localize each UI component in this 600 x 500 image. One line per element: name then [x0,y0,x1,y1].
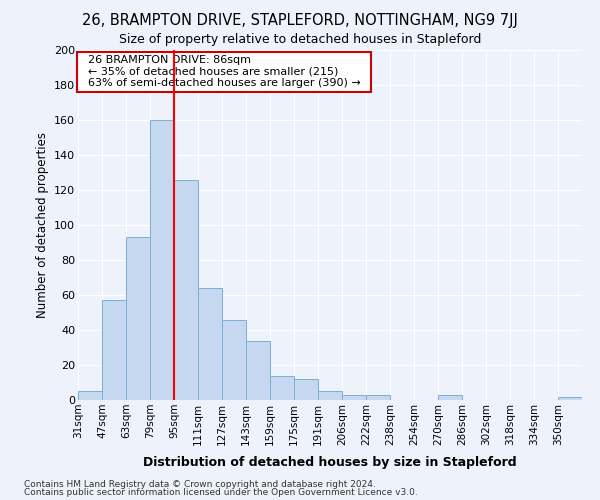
Bar [558,396,582,400]
Bar [78,391,102,400]
Bar [174,180,198,400]
Text: Contains HM Land Registry data © Crown copyright and database right 2024.: Contains HM Land Registry data © Crown c… [24,480,376,489]
Text: 26, BRAMPTON DRIVE, STAPLEFORD, NOTTINGHAM, NG9 7JJ: 26, BRAMPTON DRIVE, STAPLEFORD, NOTTINGH… [82,12,518,28]
Text: 26 BRAMPTON DRIVE: 86sqm  
  ← 35% of detached houses are smaller (215)  
  63% : 26 BRAMPTON DRIVE: 86sqm ← 35% of detach… [80,55,367,88]
Bar [246,340,270,400]
Bar [222,320,246,400]
Bar [270,376,294,400]
Text: Contains public sector information licensed under the Open Government Licence v3: Contains public sector information licen… [24,488,418,497]
Bar [150,120,174,400]
Y-axis label: Number of detached properties: Number of detached properties [35,132,49,318]
X-axis label: Distribution of detached houses by size in Stapleford: Distribution of detached houses by size … [143,456,517,469]
Bar [198,288,222,400]
Bar [294,379,318,400]
Bar [366,395,390,400]
Bar [438,395,462,400]
Bar [318,391,342,400]
Bar [342,395,366,400]
Bar [102,300,126,400]
Text: Size of property relative to detached houses in Stapleford: Size of property relative to detached ho… [119,32,481,46]
Bar [126,238,150,400]
